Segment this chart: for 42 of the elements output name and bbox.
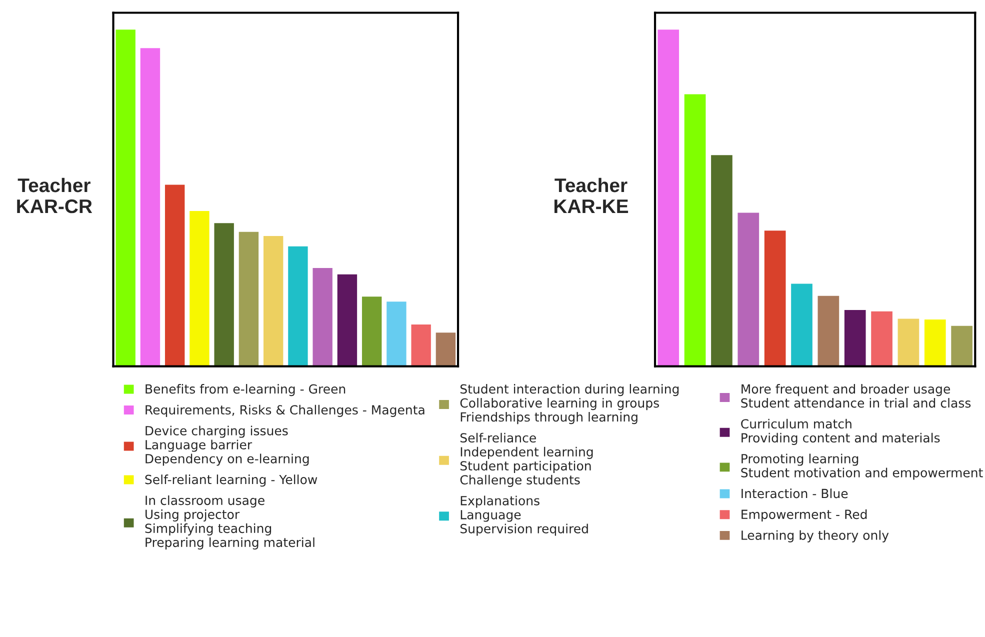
text: Explanations Language Supervision required [460, 496, 588, 536]
bar [764, 230, 786, 366]
text: Teacher KAR-KE [554, 178, 628, 213]
bar [288, 246, 308, 366]
bar [951, 326, 972, 366]
bar [362, 296, 382, 366]
bar [684, 94, 706, 366]
text: Teacher KAR-CR [17, 178, 92, 214]
bar [738, 212, 760, 366]
text: Promoting learning Student motivation and empowerment [741, 454, 983, 480]
text: Student interaction during learning Collaborative learning in groups Friendships through learning [460, 384, 679, 424]
bar [818, 296, 840, 366]
bar [140, 48, 160, 366]
text: Self-reliance Independent learning Student participation Challenge students [460, 432, 593, 487]
bar [871, 311, 892, 366]
text: Requirements, Risks & Challenges - Magenta [146, 404, 424, 417]
text: Learning by theory only [742, 530, 889, 542]
bar [898, 318, 920, 366]
text: More frequent and broader usage Student attendance in trial and class [741, 384, 971, 408]
bar [844, 310, 866, 366]
bar [658, 30, 680, 366]
bar [238, 232, 259, 366]
bar [312, 268, 332, 366]
bar [337, 274, 358, 366]
bar [214, 223, 234, 366]
text: Self-reliant learning - Yellow [145, 474, 318, 487]
bar [263, 236, 284, 366]
bar [791, 284, 812, 366]
text: In classroom usage Using projector Simplifying teaching Preparing learning material [145, 495, 314, 550]
bar [436, 332, 456, 366]
bar [116, 30, 136, 366]
bar [386, 302, 406, 366]
bar [924, 319, 946, 366]
text: Empowerment - Red [742, 509, 867, 522]
bar [164, 184, 185, 366]
bar [411, 324, 431, 366]
bar [190, 211, 210, 366]
text: Interaction - Blue [742, 488, 848, 498]
bar [711, 155, 732, 366]
text: Device charging issues Language barrier Dependency on e-learning [146, 426, 309, 466]
text: Curriculum match Providing content and materials [741, 418, 940, 445]
text: Benefits from e-learning - Green [146, 384, 346, 396]
